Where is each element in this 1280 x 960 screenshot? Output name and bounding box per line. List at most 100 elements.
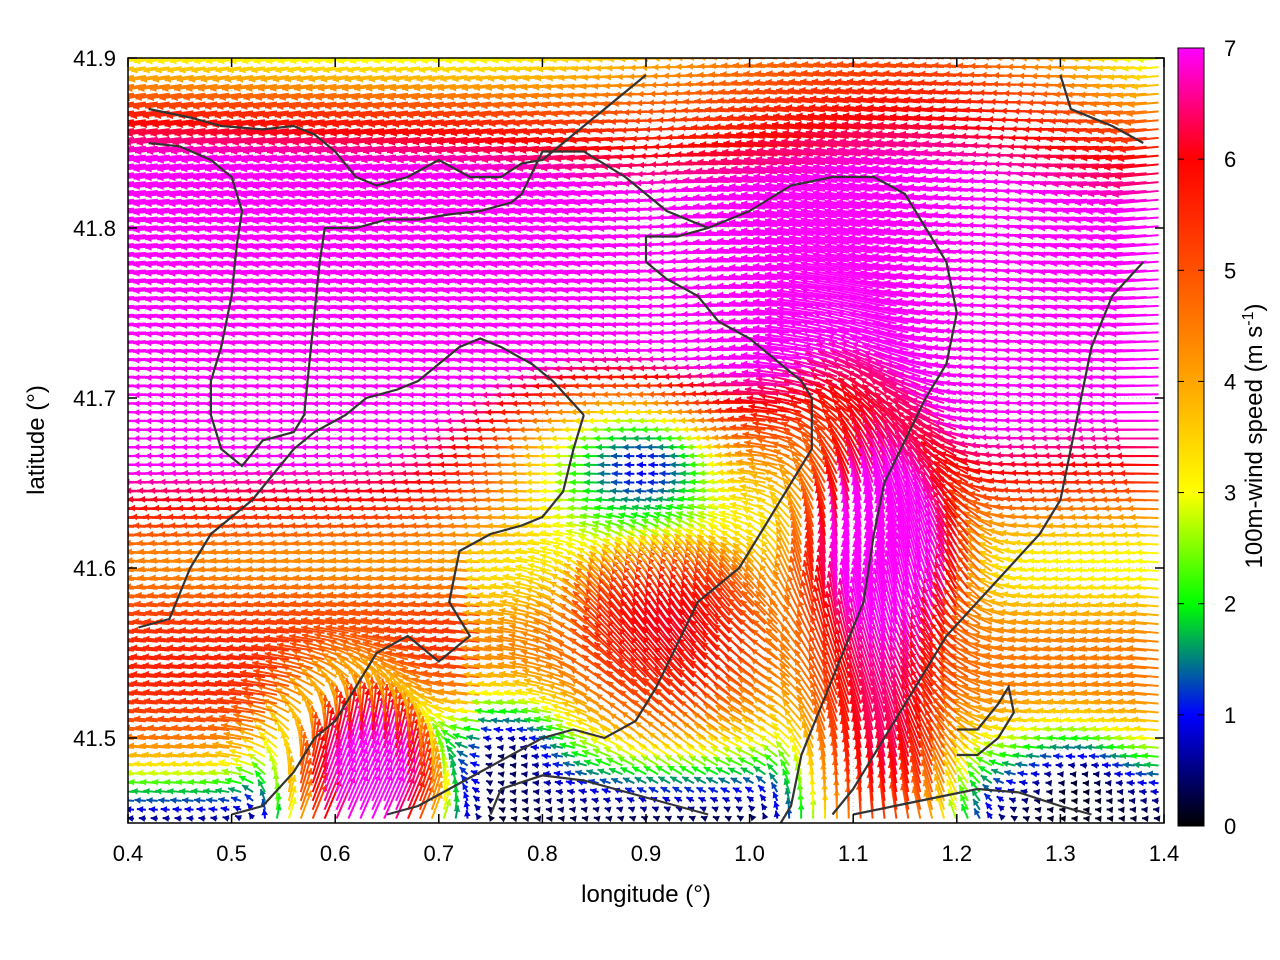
wind-arrow-head [730, 777, 738, 784]
wind-arrow-head [521, 788, 528, 796]
wind-arrow-head [235, 766, 243, 773]
wind-arrow-head [773, 810, 781, 818]
wind-arrow-head [434, 753, 442, 761]
wind-arrow-head [713, 756, 721, 763]
wind-arrow-head [1094, 788, 1102, 796]
wind-arrow-head [686, 796, 694, 803]
wind-arrow-head [1065, 753, 1073, 760]
wind-arrow-head [159, 724, 166, 732]
wind-arrow-head [306, 778, 313, 786]
wind-arrow-head [1099, 752, 1106, 760]
wind-arrow-head [108, 689, 114, 696]
wind-arrow-head [711, 806, 719, 813]
wind-arrow-head [1069, 771, 1077, 778]
wind-arrow-head [725, 757, 733, 764]
wind-arrow-head [131, 787, 138, 795]
wind-arrow-head [1082, 734, 1089, 742]
wind-arrow-head [233, 805, 241, 812]
wind-arrow-head [782, 768, 789, 776]
wind-arrow-head [544, 788, 551, 796]
wind-arrow-head [736, 806, 744, 813]
wind-arrow-head [1049, 743, 1057, 751]
wind-arrow-shaft [418, 746, 433, 784]
wind-arrow-head [507, 735, 515, 743]
wind-arrow-head [747, 796, 755, 803]
wind-arrow-shaft [335, 697, 346, 740]
wind-arrow-head [487, 797, 495, 805]
wind-arrow-head [259, 789, 266, 796]
wind-arrow-head [463, 791, 470, 799]
wind-arrow-head [456, 750, 464, 757]
wind-arrow-head [509, 771, 517, 778]
wind-arrow-head [128, 724, 130, 732]
wind-arrow-head [187, 742, 194, 749]
wind-arrow-shaft [888, 751, 898, 793]
wind-arrow-head [1071, 797, 1078, 805]
wind-arrow-head [710, 746, 718, 753]
wind-arrow-shaft [395, 705, 409, 749]
wind-arrow-shaft [906, 727, 922, 766]
wind-arrow-head [696, 787, 704, 794]
wind-arrow-head [134, 797, 141, 804]
wind-arrow-head [562, 760, 570, 768]
wind-arrow-head [986, 750, 994, 757]
wind-arrow-head [143, 787, 150, 795]
wind-arrow-head [522, 806, 529, 814]
wind-arrow-head [1106, 806, 1114, 814]
wind-arrow-head [510, 797, 517, 805]
wind-arrow-head [1017, 770, 1025, 778]
wind-arrow-head [1077, 753, 1085, 760]
wind-arrow-head [581, 806, 588, 814]
wind-arrow-head [1044, 770, 1051, 778]
wind-arrow-head [1033, 734, 1040, 742]
wind-arrow-head [971, 789, 979, 797]
wind-arrow-head [441, 729, 449, 736]
wind-arrow-head [1129, 806, 1137, 814]
wind-arrow-head [1138, 743, 1146, 751]
wind-arrow-head [982, 784, 990, 791]
wind-arrow-head [509, 788, 517, 796]
wind-arrow-head [113, 583, 119, 590]
wind-arrow-head [1115, 779, 1123, 787]
wind-arrow-head [97, 706, 103, 713]
wind-arrow-head [762, 812, 769, 820]
wind-arrow-head [988, 759, 996, 766]
wind-arrow-head [242, 785, 250, 792]
wind-arrow-head [771, 782, 778, 790]
wind-arrow-head [708, 787, 716, 794]
wind-arrow-head [221, 722, 228, 730]
wind-arrow-head [325, 701, 332, 708]
wind-arrow-head [444, 737, 451, 745]
wind-arrow-head [1118, 815, 1126, 823]
wind-arrow-head [966, 761, 973, 769]
wind-arrow-head [588, 727, 596, 734]
wind-arrow-head [581, 749, 589, 756]
wind-arrow-head [498, 807, 506, 814]
wind-arrow-head [226, 739, 233, 747]
wind-arrow-head [564, 770, 572, 777]
wind-arrow-shaft [311, 742, 327, 784]
wind-arrow-head [1144, 761, 1151, 769]
wind-arrow-head [753, 766, 761, 773]
wind-arrow-shaft [418, 764, 435, 802]
wind-arrow-shaft [863, 713, 874, 757]
wind-arrow-head [604, 806, 612, 813]
wind-arrow-head [976, 757, 984, 764]
wind-arrow-shaft [913, 703, 934, 740]
wind-arrow-head [98, 715, 104, 722]
wind-arrow-shaft [128, 762, 146, 767]
wind-arrow-head [1009, 743, 1017, 750]
wind-arrow-shaft [892, 697, 910, 740]
wind-arrow-shaft [311, 752, 328, 793]
wind-arrow-head [495, 735, 503, 743]
wind-arrow-head [119, 680, 125, 687]
wind-arrow-head [1019, 779, 1026, 787]
wind-arrow-shaft [383, 689, 393, 731]
wind-arrow-head [423, 730, 431, 738]
wind-arrow-head [999, 751, 1007, 758]
wind-arrow-head [629, 755, 637, 762]
wind-arrow-head [161, 733, 168, 741]
wind-arrow-head [466, 734, 474, 741]
wind-arrow-head [208, 769, 216, 776]
wind-arrow-head [1006, 733, 1014, 741]
